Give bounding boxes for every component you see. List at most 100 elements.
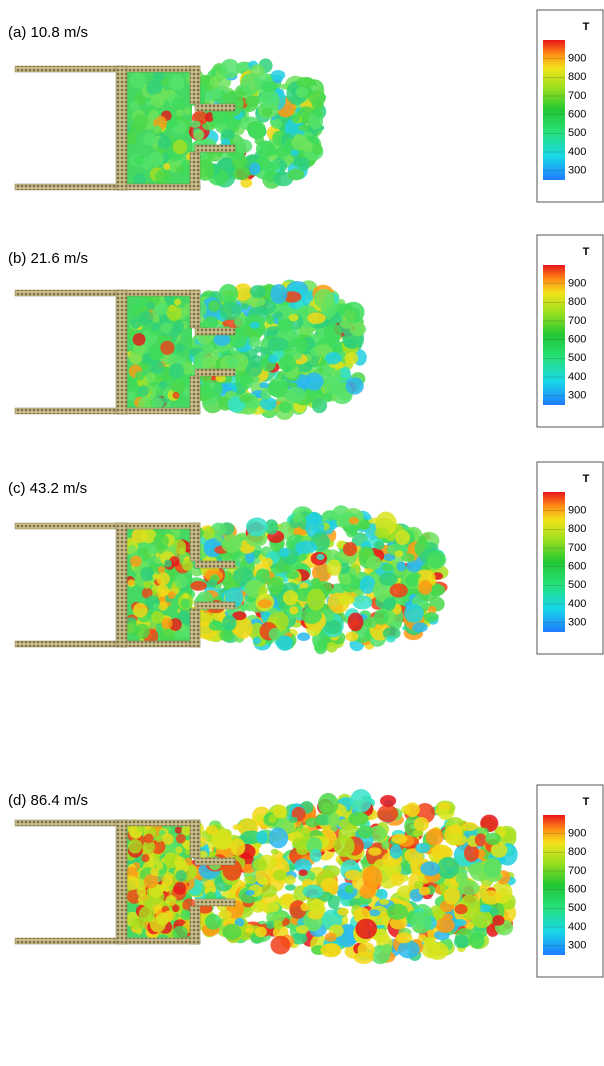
fluid-blob: [307, 312, 325, 324]
fluid-blob: [255, 927, 267, 938]
fluid-blob: [177, 165, 184, 172]
fluid-blob: [345, 885, 354, 894]
fluid-blob: [279, 548, 290, 558]
nozzle: [195, 369, 235, 376]
fluid-blob: [158, 136, 172, 150]
colorbar-tick-label: 600: [568, 884, 586, 896]
fluid-blob: [248, 121, 266, 139]
wall: [190, 820, 200, 858]
fluid-blob: [379, 899, 389, 905]
wall: [15, 938, 200, 944]
fluid-blob: [155, 835, 163, 843]
fluid-blob: [157, 572, 170, 585]
wall: [190, 290, 200, 328]
fluid-blob: [268, 608, 278, 614]
fluid-blob: [130, 556, 142, 568]
fluid-blob: [278, 146, 287, 152]
fluid-blob: [285, 884, 296, 891]
fluid-blob: [156, 913, 169, 926]
fluid-blob: [314, 641, 327, 654]
fluid-blob: [266, 315, 275, 325]
fluid-blob: [162, 875, 173, 886]
fluid-blob: [222, 924, 241, 940]
fluid-blob: [268, 354, 278, 363]
panel-label: (a) 10.8 m/s: [8, 24, 88, 41]
fluid-blob: [404, 604, 424, 623]
fluid-blob: [334, 835, 355, 857]
wall: [15, 641, 200, 647]
nozzle: [195, 328, 235, 335]
fluid-blob: [354, 951, 374, 964]
fluid-blob: [208, 300, 220, 311]
colorbar-tick-label: 500: [568, 127, 586, 139]
fluid-blob: [176, 834, 186, 844]
fluid-blob: [293, 352, 302, 360]
colorbar-tick-label: 300: [568, 617, 586, 629]
wall: [190, 152, 200, 190]
nozzle: [195, 858, 235, 865]
fluid-blob: [158, 566, 165, 573]
fluid-blob: [250, 162, 261, 175]
fluid-blob: [398, 940, 420, 958]
fluid-blob: [143, 581, 151, 589]
fluid-blob: [290, 606, 299, 614]
temperature-field: [126, 280, 367, 420]
fluid-blob: [386, 636, 396, 643]
colorbar-scale: [543, 40, 565, 180]
fluid-blob: [352, 595, 372, 609]
wall: [190, 66, 200, 104]
colorbar-tick-label: 700: [568, 542, 586, 554]
fluid-blob: [418, 580, 432, 595]
fluid-blob: [348, 525, 358, 536]
fluid-blob: [299, 869, 308, 876]
fluid-blob: [382, 944, 392, 954]
fluid-blob: [337, 908, 349, 916]
wall: [116, 66, 127, 190]
fluid-blob: [258, 878, 268, 885]
fluid-blob: [172, 98, 184, 110]
fluid-blob: [317, 554, 325, 560]
fluid-blob: [245, 890, 255, 896]
colorbar-tick-label: 500: [568, 352, 586, 364]
fluid-blob: [296, 925, 309, 934]
fluid-blob: [164, 560, 172, 568]
fluid-blob: [127, 378, 138, 389]
fluid-blob: [435, 807, 449, 815]
fluid-blob: [396, 932, 413, 943]
fluid-blob: [410, 911, 431, 934]
fluid-blob: [269, 814, 277, 823]
fluid-blob: [218, 910, 232, 919]
fluid-blob: [303, 885, 324, 899]
fluid-blob: [345, 632, 358, 642]
fluid-blob: [134, 156, 144, 166]
wall: [15, 820, 200, 826]
fluid-blob: [152, 316, 160, 324]
fluid-blob: [379, 572, 398, 586]
fluid-blob: [131, 318, 141, 328]
fluid-blob: [283, 590, 298, 605]
fluid-blob: [348, 613, 364, 632]
fluid-blob: [481, 890, 501, 904]
fluid-blob: [211, 87, 222, 99]
fluid-blob: [136, 928, 142, 934]
fluid-blob: [256, 141, 276, 157]
fluid-blob: [173, 321, 184, 332]
fluid-blob: [190, 581, 207, 591]
colorbar-title: T: [583, 246, 590, 258]
wall: [116, 290, 127, 414]
fluid-blob: [298, 125, 308, 131]
fluid-blob: [295, 541, 317, 554]
fluid-blob: [174, 299, 181, 306]
fluid-blob: [368, 847, 381, 856]
colorbar-title: T: [583, 21, 590, 33]
fluid-blob: [327, 559, 342, 576]
fluid-blob: [267, 337, 288, 351]
fluid-blob: [234, 139, 252, 153]
fluid-blob: [262, 558, 273, 568]
wall: [190, 906, 200, 944]
fluid-blob: [277, 319, 292, 332]
fluid-blob: [292, 115, 300, 123]
fluid-blob: [133, 114, 148, 129]
fluid-blob: [381, 841, 389, 850]
fluid-blob: [149, 109, 159, 119]
